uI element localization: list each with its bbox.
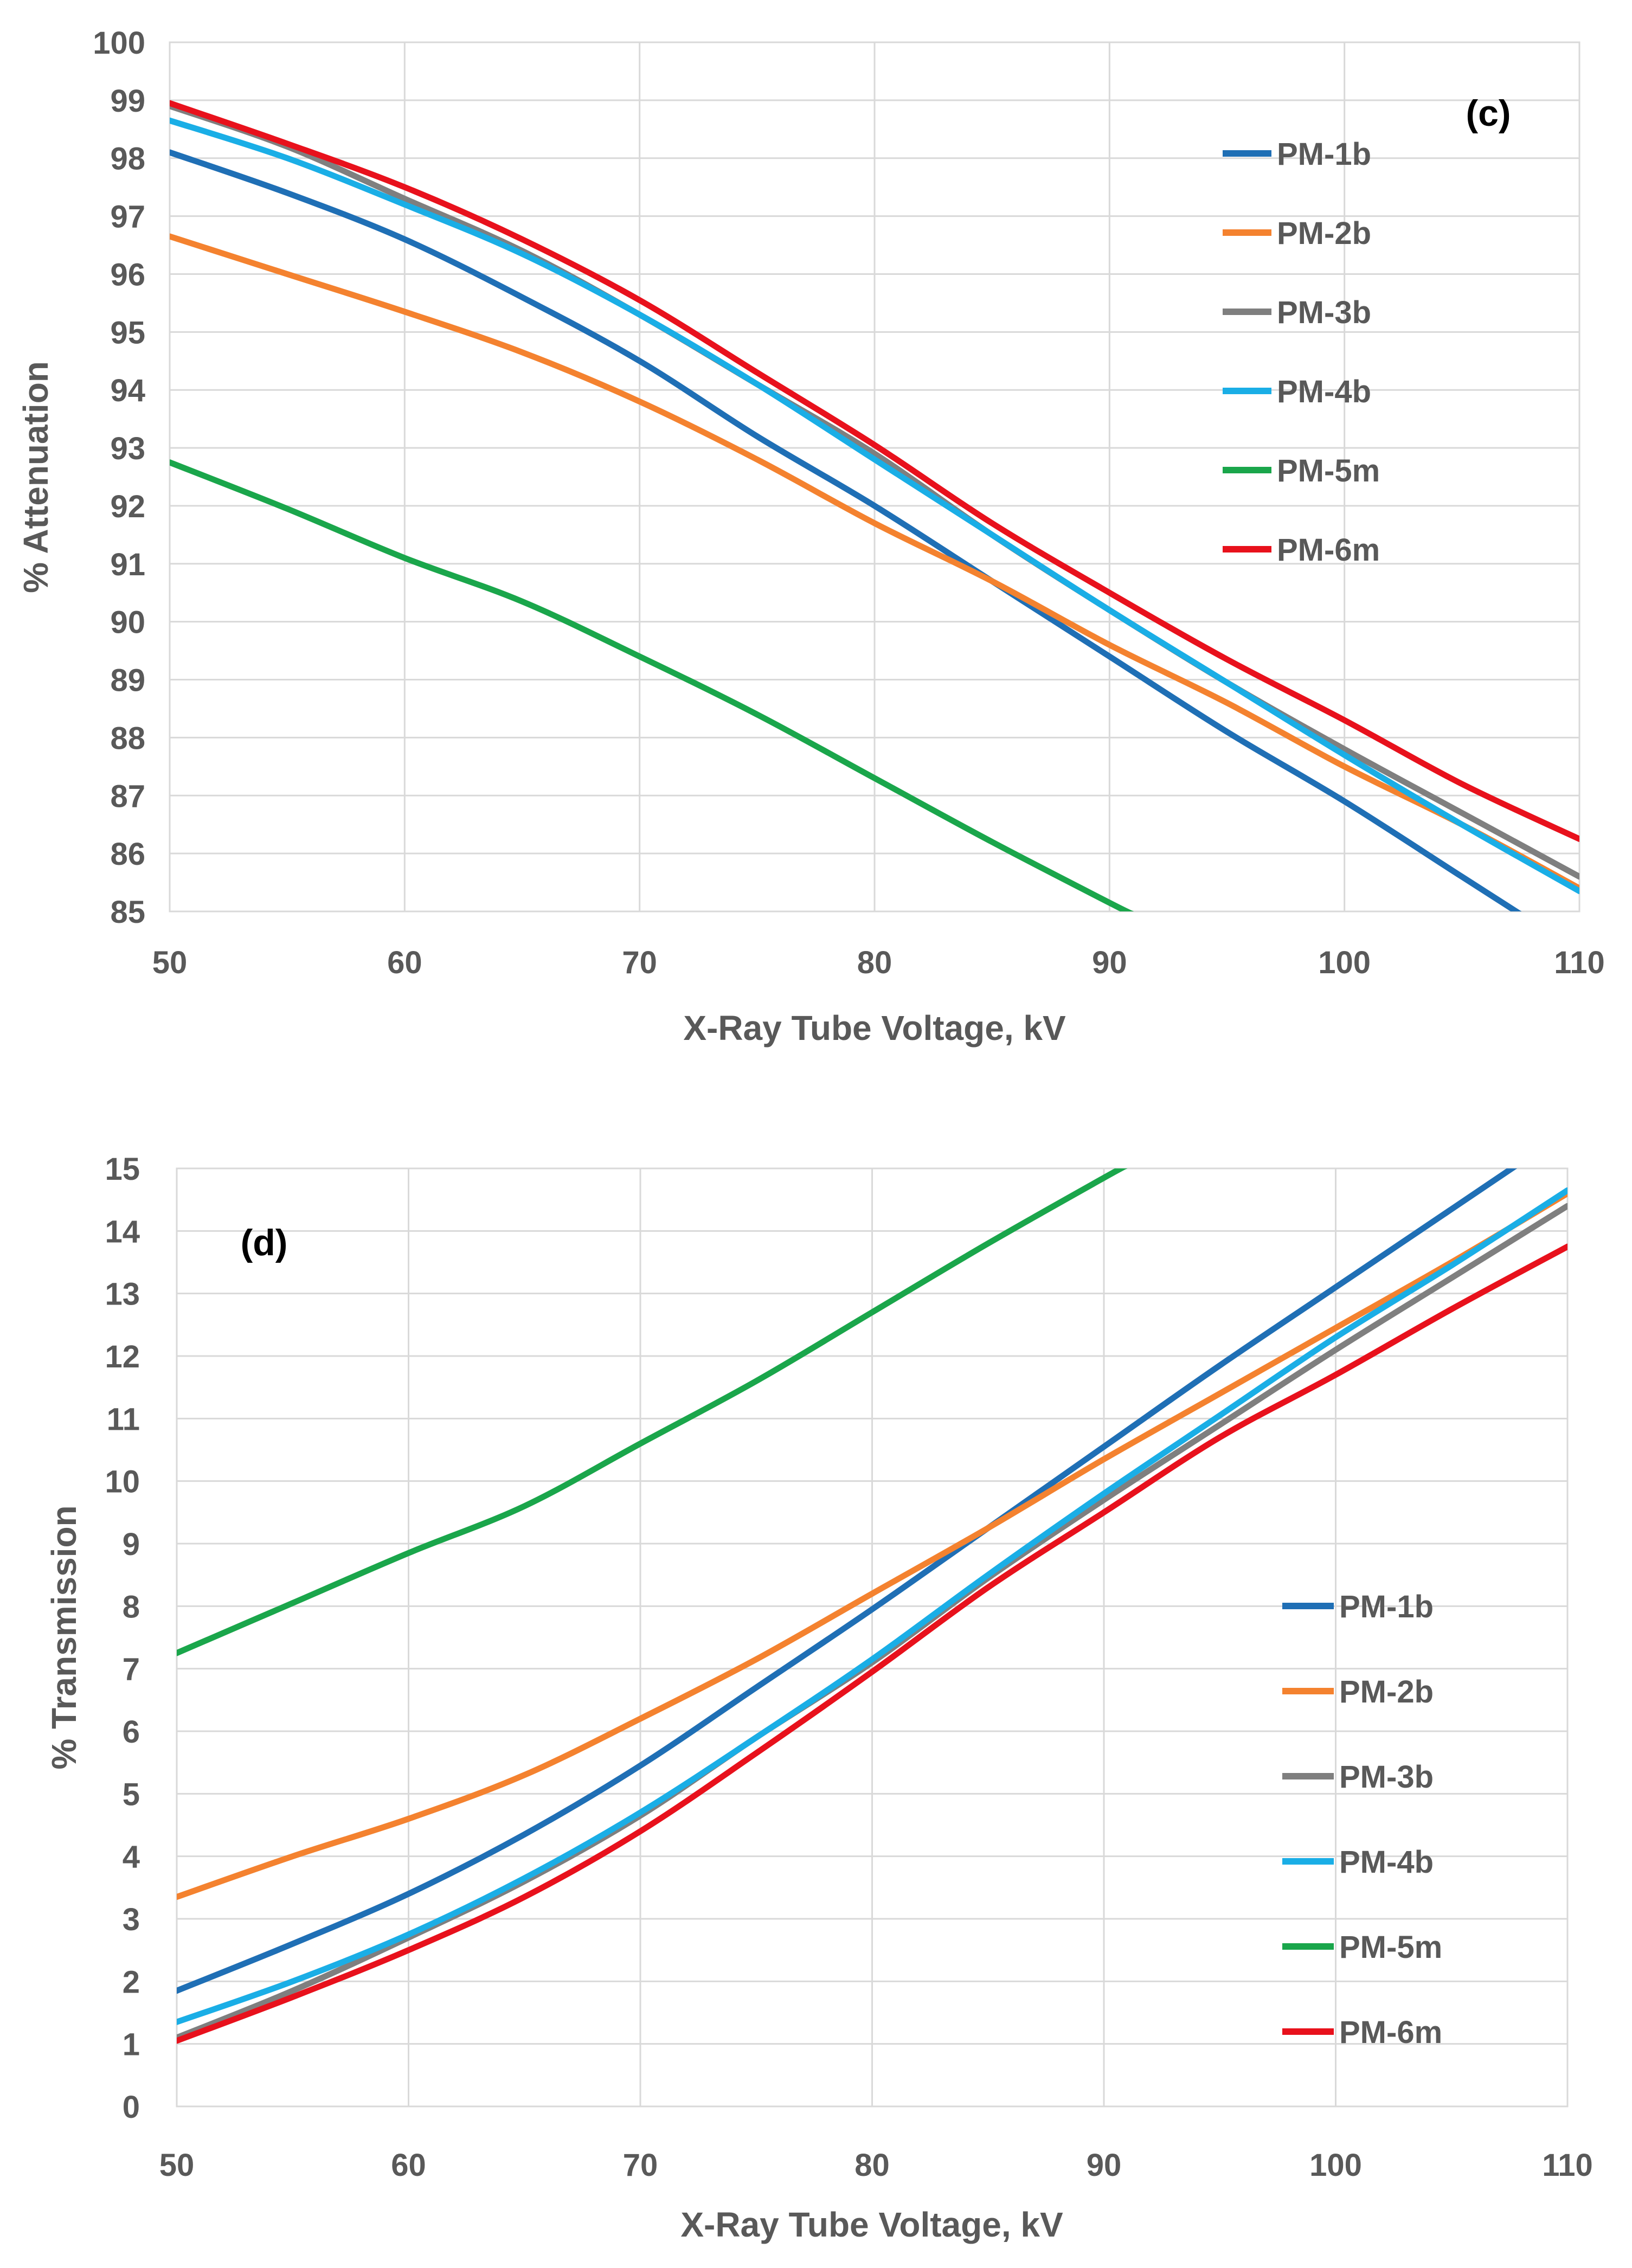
- series-lines: [177, 1168, 1567, 2044]
- x-tick-label: 80: [854, 2148, 890, 2183]
- x-axis-title: X-Ray Tube Voltage, kV: [680, 2205, 1063, 2244]
- y-tick-label: 86: [110, 837, 145, 872]
- y-tick-label: 6: [123, 1714, 140, 1750]
- y-tick-label: 0: [123, 2090, 140, 2125]
- series-line-pm-4b: [177, 1187, 1567, 2025]
- panel-label: (d): [241, 1222, 288, 1263]
- legend: PM-1b PM-2b PM-3b PM-4b PM-5m PM-6m: [1282, 1589, 1442, 2050]
- y-tick-label: 12: [105, 1339, 140, 1374]
- y-tick-label: 5: [123, 1777, 140, 1812]
- x-tick-labels: 50 60 70 80 90 100 110: [159, 2148, 1593, 2183]
- legend-label-pm-6m: PM-6m: [1277, 532, 1380, 568]
- y-tick-label: 95: [110, 315, 145, 350]
- y-tick-label: 85: [110, 895, 145, 930]
- series-lines: [170, 100, 1579, 911]
- x-tick-label: 70: [622, 945, 657, 980]
- x-tick-label: 90: [1087, 2148, 1122, 2183]
- y-tick-label: 10: [105, 1464, 140, 1500]
- legend-label-pm-4b: PM-4b: [1277, 374, 1371, 409]
- y-tick-label: 3: [123, 1902, 140, 1937]
- x-tick-label: 110: [1542, 2148, 1593, 2183]
- legend-label-pm-2b: PM-2b: [1277, 216, 1371, 251]
- series-line-pm-5m: [177, 1168, 1128, 1656]
- legend-label-pm-2b: PM-2b: [1339, 1674, 1434, 1710]
- series-line-pm-2b: [177, 1190, 1567, 1900]
- x-tick-label: 60: [387, 945, 422, 980]
- x-tick-labels: 50 60 70 80 90 100 110: [152, 945, 1605, 980]
- y-tick-label: 2: [123, 1964, 140, 2000]
- y-tick-label: 9: [123, 1527, 140, 1562]
- y-tick-label: 13: [105, 1277, 140, 1312]
- y-axis-title: % Attenuation: [16, 361, 55, 593]
- x-tick-label: 100: [1309, 2148, 1362, 2183]
- x-tick-label: 110: [1554, 945, 1605, 980]
- series-line-pm-4b: [170, 117, 1579, 895]
- panel-label: (c): [1466, 93, 1511, 134]
- legend-label-pm-3b: PM-3b: [1277, 295, 1371, 330]
- x-tick-label: 50: [152, 945, 188, 980]
- y-tick-label: 90: [110, 605, 145, 640]
- x-tick-label: 50: [159, 2148, 195, 2183]
- y-tick-label: 1: [123, 2027, 140, 2063]
- y-tick-label: 94: [110, 373, 145, 408]
- legend-label-pm-1b: PM-1b: [1339, 1589, 1434, 1624]
- y-tick-label: 100: [93, 25, 145, 61]
- x-tick-label: 70: [623, 2148, 658, 2183]
- y-axis-title: % Transmission: [44, 1505, 83, 1769]
- series-line-pm-6m: [170, 100, 1579, 842]
- y-tick-label: 91: [110, 547, 145, 582]
- legend: PM-1b PM-2b PM-3b PM-4b PM-5m PM-6m: [1223, 137, 1380, 568]
- y-tick-label: 7: [123, 1652, 140, 1687]
- y-tick-label: 92: [110, 489, 145, 524]
- y-tick-label: 4: [123, 1840, 140, 1875]
- y-tick-label: 14: [105, 1214, 140, 1249]
- legend-label-pm-4b: PM-4b: [1339, 1845, 1434, 1880]
- y-tick-label: 87: [110, 779, 145, 814]
- x-tick-label: 90: [1092, 945, 1127, 980]
- y-tick-label: 88: [110, 721, 145, 756]
- x-tick-label: 100: [1318, 945, 1371, 980]
- x-tick-label: 80: [857, 945, 892, 980]
- y-tick-label: 8: [123, 1589, 140, 1624]
- y-tick-label: 99: [110, 83, 145, 119]
- x-axis-title: X-Ray Tube Voltage, kV: [683, 1008, 1066, 1048]
- legend-label-pm-3b: PM-3b: [1339, 1759, 1434, 1795]
- legend-label-pm-5m: PM-5m: [1277, 453, 1380, 489]
- y-tick-label: 93: [110, 431, 145, 466]
- series-line-pm-1b: [177, 1168, 1518, 1994]
- series-line-pm-2b: [170, 233, 1579, 891]
- y-tick-label: 98: [110, 142, 145, 177]
- legend-label-pm-5m: PM-5m: [1339, 1930, 1442, 1965]
- series-line-pm-6m: [177, 1243, 1567, 2044]
- legend-label-pm-6m: PM-6m: [1339, 2015, 1442, 2050]
- y-tick-labels: 85 86 87 88 89 90 91 92 93 94 95 96 97 98 99 100: [93, 25, 145, 930]
- y-tick-label: 96: [110, 257, 145, 292]
- series-line-pm-3b: [170, 103, 1579, 880]
- x-tick-label: 60: [391, 2148, 426, 2183]
- y-tick-label: 11: [107, 1402, 140, 1437]
- y-tick-label: 15: [105, 1152, 140, 1187]
- legend-label-pm-1b: PM-1b: [1277, 137, 1371, 172]
- series-line-pm-5m: [170, 459, 1134, 911]
- chart-c: 85 86 87 88 89 90 91 92 93 94 95 96 97 98 99 100 50 60 70…: [16, 25, 1605, 1048]
- y-tick-label: 97: [110, 200, 145, 235]
- y-tick-label: 89: [110, 663, 145, 698]
- series-line-pm-1b: [170, 149, 1522, 911]
